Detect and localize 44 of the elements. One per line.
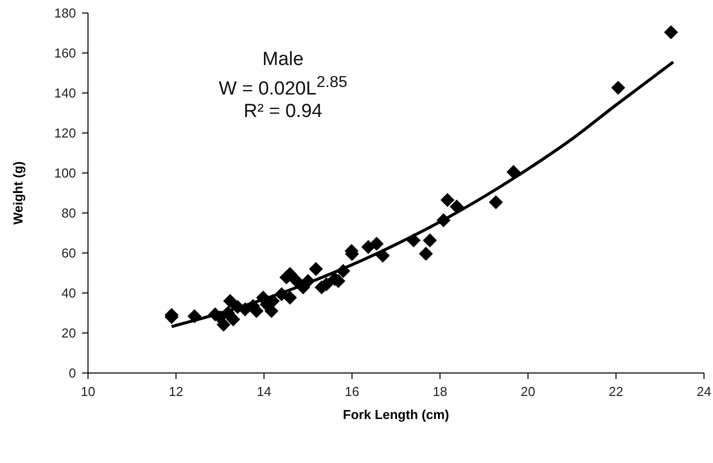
y-axis-title: Weight (g) xyxy=(10,161,26,225)
y-tick-label: 60 xyxy=(62,246,76,261)
point xyxy=(308,262,323,276)
point xyxy=(664,25,678,40)
point xyxy=(187,309,202,324)
annotation: Male xyxy=(261,48,305,71)
y-tick-label: 40 xyxy=(62,286,76,301)
point xyxy=(376,248,390,263)
x-tick-label: 10 xyxy=(80,384,96,400)
y-tick-label: 180 xyxy=(54,6,76,21)
x-tick-label: 18 xyxy=(432,384,448,400)
point xyxy=(422,233,437,248)
y-tick-label: 100 xyxy=(54,166,76,181)
point xyxy=(488,195,503,210)
point xyxy=(223,294,238,308)
x-tick-label: 16 xyxy=(344,384,360,400)
annotation: W = 0.020L$^{2.85}$ xyxy=(218,73,348,100)
y-tick-label: 160 xyxy=(54,46,76,61)
y-tick-label: 80 xyxy=(62,206,76,221)
y-tick-label: 20 xyxy=(62,326,76,341)
x-tick-label: 14 xyxy=(256,384,272,400)
point xyxy=(370,236,384,251)
x-tick-label: 22 xyxy=(608,384,624,400)
x-tick-label: 24 xyxy=(696,384,712,400)
annotation: R² = 0.94 xyxy=(242,100,324,124)
point xyxy=(282,267,297,281)
point xyxy=(450,200,464,214)
point xyxy=(301,274,315,288)
y-tick-label: 140 xyxy=(54,86,76,101)
point xyxy=(611,80,626,95)
x-tick-label: 20 xyxy=(520,384,536,400)
point xyxy=(282,290,297,305)
point xyxy=(506,165,520,179)
point xyxy=(436,213,451,228)
point xyxy=(418,246,433,261)
point xyxy=(406,233,421,248)
y-tick-label: 120 xyxy=(54,126,76,141)
y-tick-label: 0 xyxy=(68,366,76,381)
point xyxy=(290,274,304,288)
point xyxy=(336,264,350,278)
point xyxy=(274,287,289,302)
x-tick-label: 12 xyxy=(168,384,184,400)
point xyxy=(440,193,454,207)
x-axis-title: Fork Length (cm) xyxy=(342,407,450,422)
